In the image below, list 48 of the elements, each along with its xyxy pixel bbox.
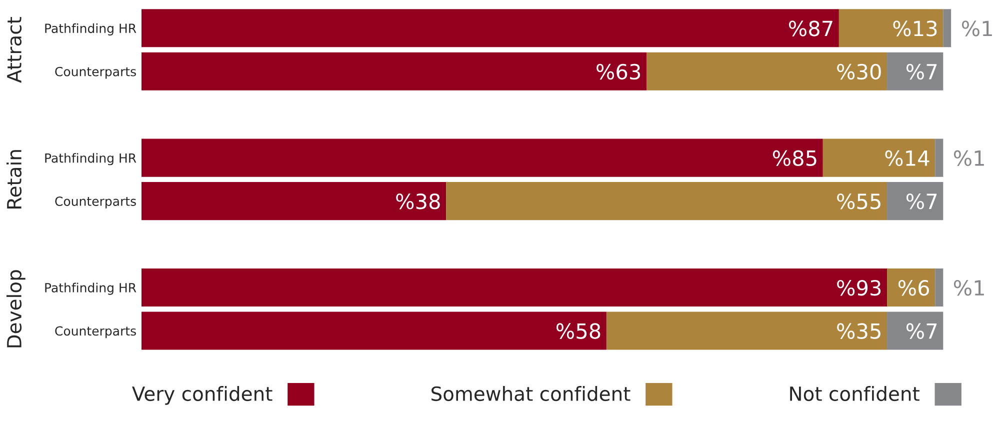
text: Develop bbox=[6, 270, 26, 348]
bar bbox=[606, 312, 888, 350]
bar bbox=[646, 52, 888, 90]
bar bbox=[141, 312, 606, 350]
legend-label: Somewhat confident bbox=[432, 386, 630, 402]
legend-label: Very confident bbox=[132, 386, 272, 405]
bar bbox=[141, 138, 823, 177]
y-tick-label: Pathfinding HR bbox=[45, 23, 136, 36]
data-label: %1 bbox=[962, 20, 992, 36]
bar bbox=[935, 268, 944, 307]
bar bbox=[822, 138, 936, 177]
data-label: %1 bbox=[954, 280, 984, 296]
data-label: %7 bbox=[906, 194, 937, 210]
data-label: %55 bbox=[837, 194, 880, 210]
bar bbox=[838, 9, 944, 48]
data-label: %30 bbox=[837, 64, 881, 80]
y-tick-label: Pathfinding HR bbox=[45, 153, 136, 166]
y-tick-label: Pathfinding HR bbox=[45, 282, 136, 295]
data-label: %14 bbox=[885, 150, 930, 166]
data-label: %7 bbox=[906, 323, 937, 339]
y-tick-label: Counterparts bbox=[55, 326, 136, 338]
bar bbox=[446, 182, 888, 220]
bar bbox=[935, 138, 944, 177]
data-label: %1 bbox=[954, 150, 984, 166]
data-label: %58 bbox=[556, 323, 600, 339]
data-label: %35 bbox=[837, 323, 880, 339]
data-label: %7 bbox=[906, 64, 937, 80]
data-label: %87 bbox=[788, 20, 832, 36]
bar bbox=[141, 268, 888, 307]
bar bbox=[887, 52, 944, 90]
y-tick-label: Counterparts bbox=[55, 196, 136, 208]
bar bbox=[887, 268, 936, 307]
data-label: %63 bbox=[596, 64, 640, 80]
y-tick-label: Counterparts bbox=[55, 66, 136, 79]
data-label: %85 bbox=[772, 150, 816, 166]
data-label: %13 bbox=[893, 20, 937, 36]
text: Retain bbox=[6, 150, 22, 208]
bar bbox=[887, 182, 944, 220]
bar bbox=[141, 9, 839, 48]
data-label: %38 bbox=[396, 194, 440, 210]
bar bbox=[141, 52, 647, 90]
bar bbox=[141, 182, 446, 220]
legend-label: Not confident bbox=[790, 386, 920, 402]
data-label: %6 bbox=[898, 280, 930, 296]
bar bbox=[887, 312, 944, 350]
text: Attract bbox=[7, 17, 22, 83]
data-label: %93 bbox=[837, 280, 881, 296]
bar bbox=[943, 9, 952, 48]
